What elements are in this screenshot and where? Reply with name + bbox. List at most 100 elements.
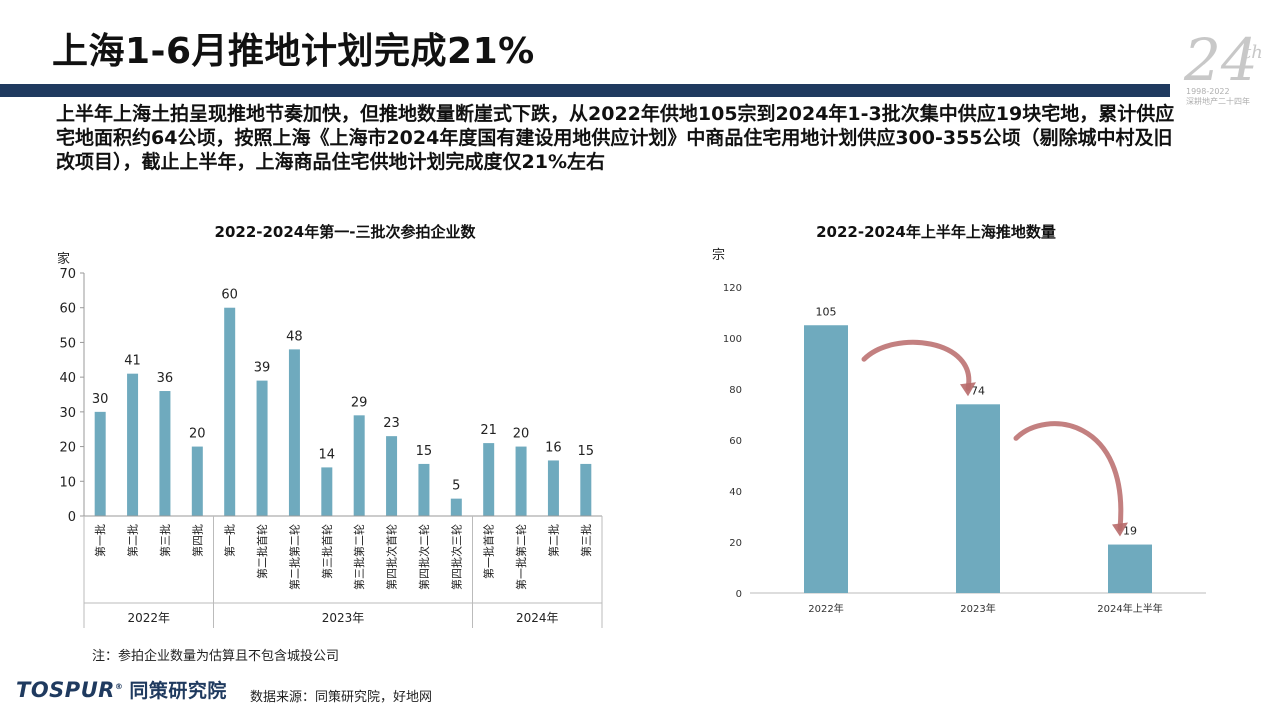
bar-value-label: 74: [971, 384, 985, 397]
category-label: 第二批第二轮: [287, 524, 301, 590]
y-tick-label: 0: [68, 510, 76, 525]
category-label: 2023年: [960, 602, 995, 615]
bar: [483, 443, 495, 516]
category-label: 第三批: [158, 524, 172, 557]
bar-value-label: 36: [157, 371, 174, 386]
y-tick-label: 80: [729, 385, 742, 396]
y-tick-label: 120: [723, 283, 742, 294]
category-label: 2022年: [808, 602, 843, 615]
header-bar: [0, 84, 1170, 97]
category-label: 2024年上半年: [1097, 602, 1162, 615]
category-label: 第三批: [579, 524, 593, 557]
category-label: 第二批: [546, 524, 560, 557]
chart-left-ylabel: 家: [57, 251, 70, 267]
chart-right: 2022-2024年上半年上海推地数量 宗 0 20 40 60 80 100 120 10…: [712, 223, 1206, 615]
chart-left: 2022-2024年第一-三批次参拍企业数 家 010203040506070 …: [57, 223, 603, 628]
decline-arrow-head: [1112, 522, 1128, 537]
y-tick-label: 10: [59, 475, 76, 490]
chart-right-title: 2022-2024年上半年上海推地数量: [816, 223, 1056, 241]
logo-suffix: th: [1244, 42, 1263, 63]
y-tick-label: 0: [736, 589, 742, 600]
summary-text: 上半年上海土拍呈现推地节奏加快，但推地数量断崖式下跌，从2022年供地105宗到…: [56, 103, 1175, 173]
bar: [547, 460, 559, 516]
y-tick-label: 40: [729, 487, 742, 498]
group-label: 2024年: [516, 611, 559, 625]
chart-right-arrows: [861, 339, 1128, 537]
category-label: 第一批首轮: [482, 524, 496, 579]
bar: [127, 373, 139, 516]
category-label: 第三批第二轮: [352, 524, 366, 590]
group-label: 2023年: [322, 611, 365, 625]
category-label: 第四批次首轮: [385, 524, 399, 590]
bar-value-label: 20: [189, 427, 206, 442]
bar: [288, 349, 300, 516]
logo-years: 1998-2022: [1186, 87, 1230, 96]
y-tick-label: 50: [59, 336, 76, 351]
bar: [450, 498, 462, 516]
chart-right-ylabel: 宗: [712, 247, 725, 263]
y-tick-label: 40: [59, 371, 76, 386]
y-tick-label: 20: [59, 441, 76, 456]
y-tick-label: 70: [59, 267, 76, 282]
bar: [956, 404, 1000, 593]
bar-value-label: 15: [416, 444, 433, 459]
data-source: 数据来源：同策研究院，好地网: [250, 690, 433, 705]
decline-arrow-head: [960, 382, 976, 397]
category-label: 第四批次三轮: [449, 524, 463, 590]
category-label: 第二批: [126, 524, 140, 557]
bar: [224, 307, 236, 516]
brand-cn: 同策研究院: [129, 680, 227, 702]
logo-number: 24: [1183, 26, 1258, 94]
brand-logo: TOSPUR® 同策研究院: [16, 676, 227, 703]
y-tick-label: 60: [59, 302, 76, 317]
bar: [159, 391, 171, 516]
y-tick-label: 30: [59, 406, 76, 421]
category-label: 第三批首轮: [320, 524, 334, 579]
page-title: 上海1-6月推地计划完成21%: [52, 31, 535, 72]
bar-value-label: 20: [513, 427, 530, 442]
bar: [580, 463, 592, 516]
logo-tagline: 深耕地产二十四年: [1186, 96, 1250, 106]
bar: [353, 415, 365, 516]
chart-left-y-axis: 0 10 20 30 40 50 60 70: [59, 267, 85, 525]
brand-en: TOSPUR: [16, 678, 115, 702]
bar-value-label: 19: [1123, 525, 1137, 538]
y-tick-label: 100: [723, 334, 742, 345]
chart-left-title: 2022-2024年第一-三批次参拍企业数: [215, 223, 477, 241]
anniversary-logo: 24 th 1998-2022 深耕地产二十四年: [1183, 26, 1263, 106]
bar: [515, 446, 527, 516]
bar-value-label: 41: [124, 354, 141, 369]
bar-value-label: 48: [286, 329, 303, 344]
bar: [804, 325, 848, 593]
y-tick-label: 20: [729, 538, 742, 549]
chart-right-bars: 105 2022年 74 2023年 19 2024年上半年: [804, 305, 1163, 615]
bar: [191, 446, 203, 516]
decline-arrow: [1013, 421, 1124, 532]
brand-reg: ®: [114, 682, 124, 691]
bar-value-label: 15: [578, 444, 595, 459]
bar: [386, 436, 398, 516]
bar-value-label: 14: [319, 447, 336, 462]
chart-left-bars: 30 41 36 20 60 39 48 14 29 23 15 5 21 20 16 15: [92, 288, 594, 516]
group-label: 2022年: [127, 611, 170, 625]
category-label: 第一批: [223, 524, 237, 557]
bar-value-label: 5: [452, 479, 460, 494]
category-label: 第四批: [190, 524, 204, 557]
bar-value-label: 23: [383, 416, 400, 431]
bar-value-label: 16: [545, 440, 562, 455]
bar: [1108, 544, 1152, 593]
bar-value-label: 30: [92, 392, 109, 407]
bar-value-label: 39: [254, 361, 271, 376]
bar: [256, 380, 268, 516]
footnote: 注：参拍企业数量为估算且不包含城投公司: [92, 649, 340, 664]
bar-value-label: 105: [816, 305, 837, 318]
bar: [321, 467, 333, 516]
decline-arrow: [861, 339, 972, 391]
chart-left-x-axis: 第一批 第二批 第三批 第四批 第一批 第二批首轮 第二批第二轮 第三批首轮 第三批第二轮 第四批…: [83, 515, 603, 628]
bar-value-label: 29: [351, 395, 368, 410]
y-tick-label: 60: [729, 436, 742, 447]
bar: [418, 463, 430, 516]
category-label: 第二批首轮: [255, 524, 269, 579]
category-label: 第一批: [93, 524, 107, 557]
bar: [94, 411, 106, 516]
